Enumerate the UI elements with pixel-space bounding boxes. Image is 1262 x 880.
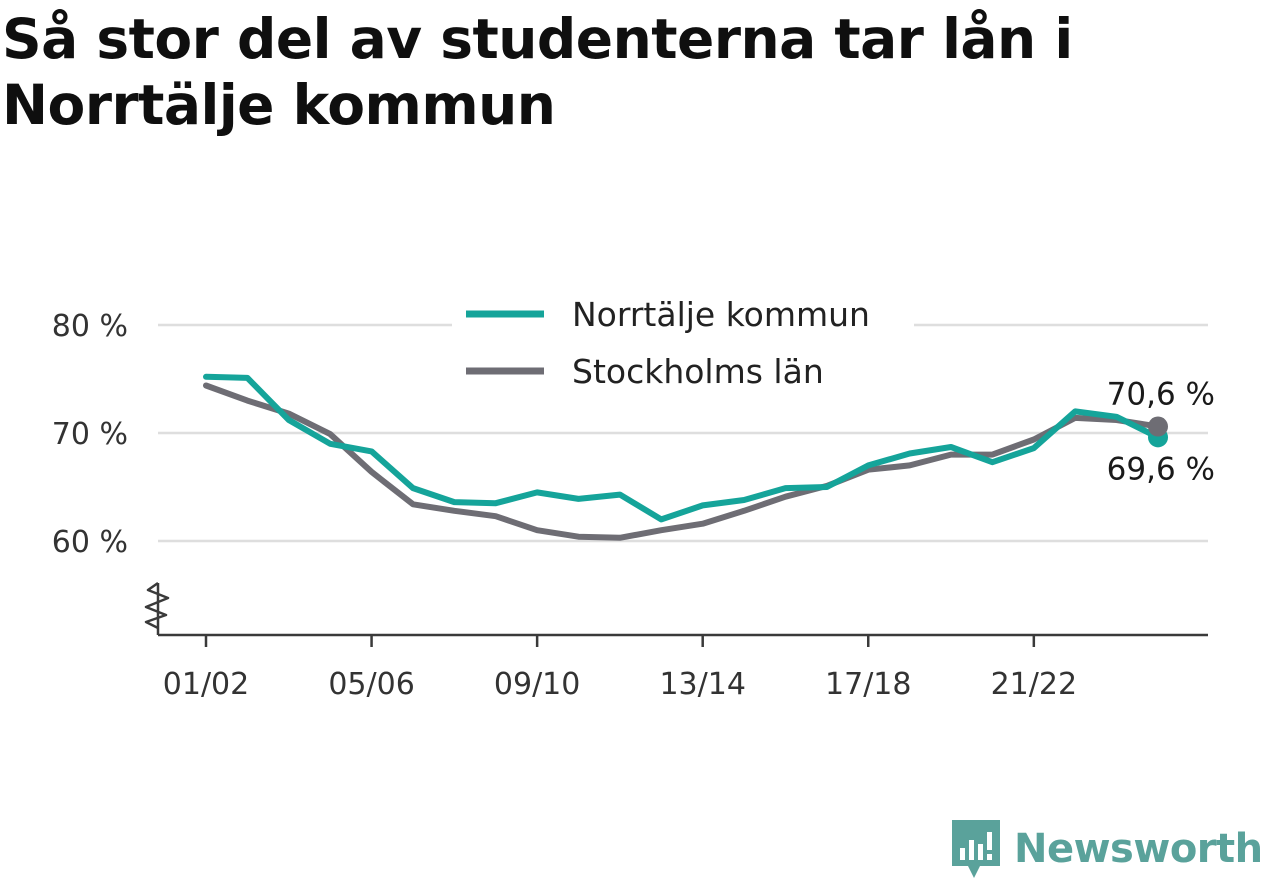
y-axis-tick-labels: 80 % 70 % 60 %	[52, 309, 128, 560]
x-tick-label: 21/22	[991, 667, 1077, 702]
y-tick-label: 80 %	[52, 309, 128, 344]
x-axis-ticks: 01/02 05/06 09/10 13/14 17/18 21/22	[163, 635, 1077, 702]
newsworthy-logo-icon	[952, 820, 1000, 878]
legend-background	[452, 288, 914, 396]
series-line	[203, 373, 1161, 523]
x-tick-label: 09/10	[494, 667, 580, 702]
end-label: 69,6 %	[1107, 451, 1215, 487]
end-label: 70,6 %	[1107, 377, 1215, 413]
series-line	[203, 382, 1161, 541]
x-tick-label: 05/06	[328, 667, 414, 702]
legend-label: Norrtälje kommun	[572, 295, 870, 334]
brand: Newsworthy	[950, 818, 1262, 880]
series-lines	[203, 373, 1161, 541]
axes	[144, 581, 1208, 637]
chart-title: Så stor del av studenterna tar lån i Nor…	[2, 7, 1073, 137]
x-tick-label: 13/14	[659, 667, 745, 702]
y-tick-label: 70 %	[52, 417, 128, 452]
end-point	[1148, 416, 1168, 437]
x-tick-label: 01/02	[163, 667, 249, 702]
axis-break-mark	[144, 581, 170, 630]
y-tick-label: 60 %	[52, 525, 128, 560]
legend: Norrtälje kommun Stockholms län	[452, 288, 914, 396]
x-tick-label: 17/18	[825, 667, 911, 702]
end-points: 69,6 % 70,6 %	[1107, 377, 1215, 488]
brand-name: Newsworthy	[1014, 826, 1262, 872]
legend-label: Stockholms län	[572, 352, 824, 391]
